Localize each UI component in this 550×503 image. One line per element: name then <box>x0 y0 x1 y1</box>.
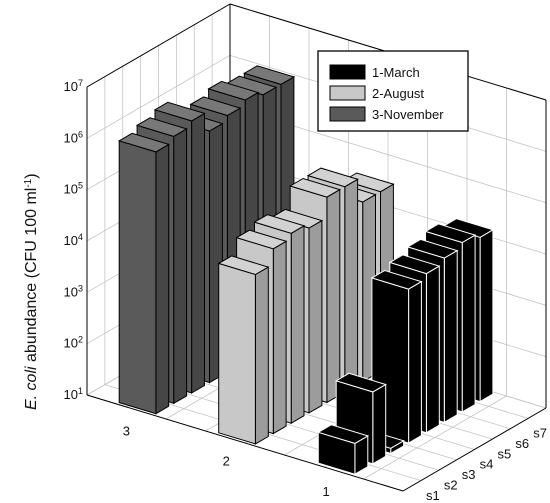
bar-1-march-s1 <box>317 424 370 476</box>
y-tick-label: 106 <box>64 129 83 145</box>
legend-label-november: 3-November <box>372 107 444 122</box>
y-tick-label: 107 <box>64 78 83 94</box>
bar-2-august-s1 <box>217 255 270 445</box>
y-axis-title-main: abundance (CFU 100 ml <box>23 188 40 367</box>
y-axis-title-close: ) <box>23 173 40 178</box>
y-tick-label: 104 <box>64 232 83 248</box>
bar-3-november-s1 <box>117 132 170 415</box>
z-tick-label: s5 <box>497 446 511 461</box>
y-axis-title-italic: E. coli <box>23 366 40 410</box>
legend-swatch-march <box>329 64 366 80</box>
y-tick-label: 102 <box>64 335 83 351</box>
y-tick-label: 103 <box>64 283 83 299</box>
z-tick-label: s4 <box>480 457 494 472</box>
z-tick-label: s2 <box>444 477 458 492</box>
y-axis-title-sup: -1 <box>23 178 34 187</box>
legend: 1-March 2-August 3-November <box>317 50 469 132</box>
axis-box-edge <box>86 3 231 88</box>
legend-swatch-november <box>329 106 366 122</box>
y-axis-title: E. coli abundance (CFU 100 ml-1) <box>23 173 41 410</box>
bar-layer <box>117 65 495 476</box>
z-tick-label: s3 <box>462 467 476 482</box>
legend-label-august: 2-August <box>372 86 424 101</box>
axis-box-edge <box>86 394 404 492</box>
y-tick-label: 101 <box>64 386 83 402</box>
axis-box-edge <box>402 407 547 492</box>
tick-layer: 1011021031041051061073210s1s2s3s4s5s6s7s… <box>64 78 547 503</box>
z-tick-label: s6 <box>515 436 529 451</box>
z-tick-label: s7 <box>533 426 547 441</box>
x-tick-label: 1 <box>322 484 329 499</box>
x-tick-label: 2 <box>223 454 230 469</box>
bar-1-march-s4 <box>370 269 423 444</box>
y-tick-label: 105 <box>64 181 83 197</box>
x-tick-label: 3 <box>123 423 130 438</box>
legend-label-march: 1-March <box>372 65 420 80</box>
legend-swatch-august <box>329 85 366 101</box>
z-tick-label: s1 <box>426 488 440 503</box>
